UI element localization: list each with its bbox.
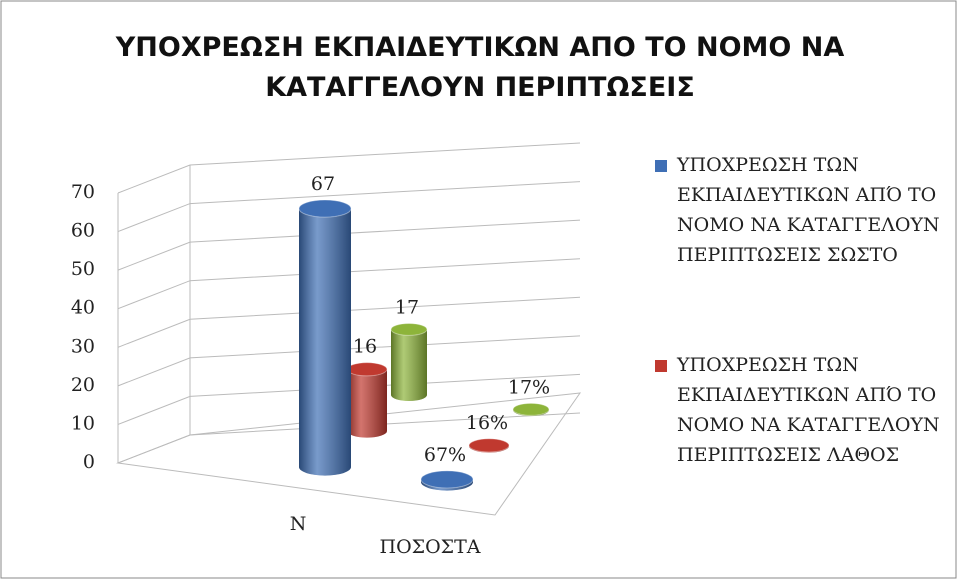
y-tick-label: 0 [83,451,95,473]
bar-top [468,438,510,453]
data-label: 16 [353,336,377,358]
legend-entry: ΥΠΟΧΡΕΩΣΗ ΤΩΝ ΕΚΠΑΙΔΕΥΤΙΚΩΝ ΑΠΌ ΤΟ ΝΟΜΟ … [655,350,957,470]
y-tick-label: 10 [71,412,95,434]
y-tick-label: 60 [71,220,95,242]
x-tick-label: Ν [290,513,307,535]
bar-top [298,199,352,218]
chart-title: ΥΠΟΧΡΕΩΣΗ ΕΚΠΑΙΔΕΥΤΙΚΩΝ ΑΠΟ ΤΟ ΝΟΜΟ ΝΑ Κ… [115,32,845,103]
x-tick-label: ΠΟΣΟΣΤΑ [380,536,481,558]
legend-swatch [655,160,667,172]
y-tick-label: 20 [71,374,95,396]
legend-label: ΥΠΟΧΡΕΩΣΗ ΤΩΝ ΕΚΠΑΙΔΕΥΤΙΚΩΝ ΑΠΌ ΤΟ ΝΟΜΟ … [677,154,940,266]
bar-top [420,470,474,489]
data-label: 17% [508,376,550,398]
data-label: 16% [466,412,508,434]
floor [116,392,582,516]
data-label: 17 [395,296,419,318]
legend-entry: ΥΠΟΧΡΕΩΣΗ ΤΩΝ ΕΚΠΑΙΔΕΥΤΙΚΩΝ ΑΠΌ ΤΟ ΝΟΜΟ … [655,150,957,270]
bar-top [346,362,388,377]
data-label: 67 [311,173,335,195]
data-label: 67% [424,444,466,466]
y-tick-label: 30 [71,335,95,357]
y-tick-label: 50 [71,258,95,280]
y-tick-label: 70 [71,181,95,203]
y-tick-label: 40 [71,297,95,319]
bar-shade [391,329,427,401]
bar-shade [299,208,351,476]
bar-shade [421,479,473,491]
bar-top [512,402,550,416]
bar-shade [347,369,387,438]
legend-label: ΥΠΟΧΡΕΩΣΗ ΤΩΝ ΕΚΠΑΙΔΕΥΤΙΚΩΝ ΑΠΌ ΤΟ ΝΟΜΟ … [677,354,940,466]
legend-swatch [655,360,667,372]
bar-top [390,322,428,336]
